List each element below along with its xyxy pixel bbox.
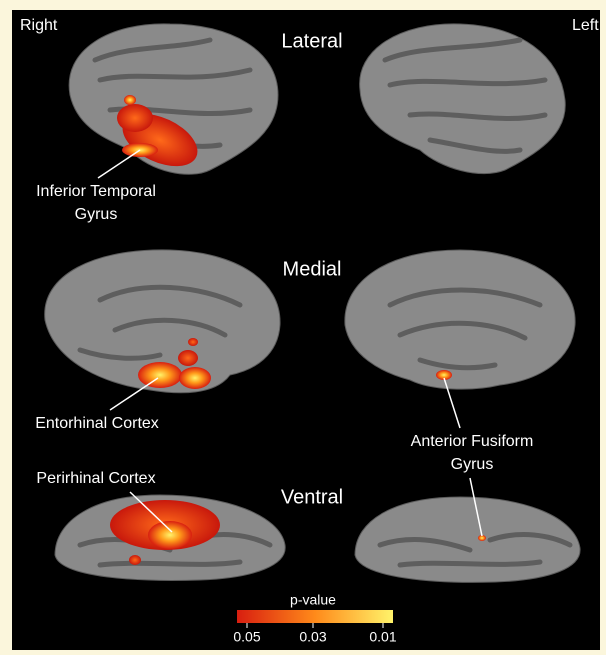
brain-left-ventral — [354, 496, 581, 583]
leader-line — [469, 477, 483, 537]
leader-line — [97, 149, 141, 179]
view-label: Medial — [283, 258, 342, 280]
colorbar-tick-label: 0.05 — [233, 629, 260, 645]
brain-left-lateral — [359, 23, 566, 174]
brain-right-medial — [44, 249, 281, 394]
colorbar — [237, 610, 393, 623]
hemisphere-label: Left — [572, 17, 599, 34]
brain-left-medial — [344, 249, 576, 390]
leader-line — [443, 377, 461, 429]
view-label: Lateral — [281, 30, 342, 52]
annotation: Inferior Temporal — [36, 183, 156, 200]
view-label: Ventral — [281, 486, 343, 508]
brain-right-lateral — [68, 23, 279, 175]
colorbar-title: p-value — [290, 592, 336, 608]
annotation: Entorhinal Cortex — [35, 415, 159, 432]
colorbar-tick-label: 0.03 — [299, 629, 326, 645]
annotation: Gyrus — [75, 206, 118, 223]
annotation: Gyrus — [451, 456, 494, 473]
hemisphere-label: Right — [20, 17, 58, 34]
colorbar-tick-label: 0.01 — [369, 629, 396, 645]
leader-line — [129, 491, 173, 533]
annotation: Perirhinal Cortex — [36, 470, 155, 487]
annotation: Anterior Fusiform — [411, 433, 534, 450]
leader-line — [109, 377, 159, 411]
